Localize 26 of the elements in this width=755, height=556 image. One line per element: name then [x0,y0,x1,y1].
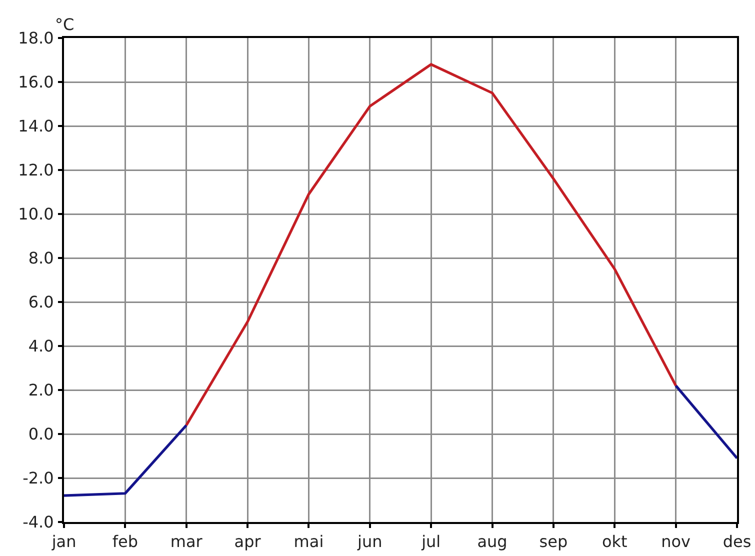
y-tick-label: -4.0 [22,512,54,532]
y-tick-label: 4.0 [28,336,54,356]
y-tick-label: 2.0 [28,380,54,400]
y-tick-label: 0.0 [28,424,54,444]
y-tick-label: 14.0 [18,116,54,136]
x-tick-label: feb [112,532,138,552]
line-series [185,63,678,426]
x-tick-label: mai [294,532,324,552]
y-tick-label: 12.0 [18,160,54,180]
y-tick-label: 16.0 [18,72,54,92]
y-tick-label: 8.0 [28,248,54,268]
x-tick-label: jun [356,532,382,552]
x-tick-label: jul [420,532,441,552]
x-tick-label: mar [170,532,203,552]
y-tick-label: 10.0 [18,204,54,224]
y-tick-label: 6.0 [28,292,54,312]
y-tick-label: -2.0 [22,468,54,488]
y-axis-title: °C [55,15,74,34]
x-tick-label: jan [50,532,76,552]
x-tick-label: aug [477,532,508,552]
x-tick-label: des [722,532,752,552]
y-tick-label: 18.0 [18,28,54,48]
x-tick-label: apr [234,532,262,552]
x-tick-label: okt [602,532,628,552]
x-tick-label: sep [539,532,568,552]
x-tick-label: nov [661,532,691,552]
